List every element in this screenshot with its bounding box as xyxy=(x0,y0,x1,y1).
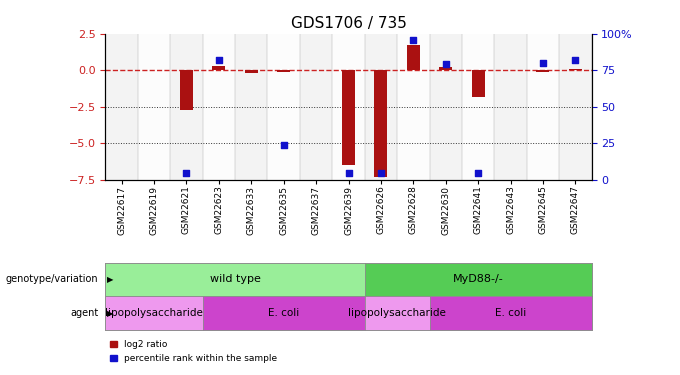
Text: MyD88-/-: MyD88-/- xyxy=(453,274,503,284)
Text: ▶: ▶ xyxy=(107,275,114,284)
Bar xyxy=(105,296,203,330)
Bar xyxy=(537,70,549,72)
Point xyxy=(408,37,419,43)
Bar xyxy=(559,34,592,180)
Bar xyxy=(364,34,397,180)
Point xyxy=(537,60,548,66)
Point xyxy=(181,170,192,176)
Legend: log2 ratio, percentile rank within the sample: log2 ratio, percentile rank within the s… xyxy=(110,340,277,363)
Bar xyxy=(375,70,388,177)
Bar xyxy=(170,34,203,180)
Bar xyxy=(212,66,225,70)
Bar xyxy=(180,70,193,110)
Bar xyxy=(300,34,333,180)
Text: lipopolysaccharide: lipopolysaccharide xyxy=(348,308,446,318)
Text: lipopolysaccharide: lipopolysaccharide xyxy=(105,308,203,318)
Bar xyxy=(430,34,462,180)
Bar xyxy=(245,70,258,72)
Bar xyxy=(203,296,364,330)
Bar xyxy=(472,70,485,97)
Text: agent: agent xyxy=(70,308,99,318)
Bar xyxy=(333,34,364,180)
Text: E. coli: E. coli xyxy=(495,308,526,318)
Bar xyxy=(235,34,267,180)
Point xyxy=(278,142,289,148)
Bar xyxy=(569,69,582,70)
Bar xyxy=(407,45,420,70)
Text: ▶: ▶ xyxy=(107,309,114,318)
Text: genotype/variation: genotype/variation xyxy=(6,274,99,284)
Point xyxy=(570,57,581,63)
Point xyxy=(214,57,224,63)
Bar xyxy=(342,70,355,165)
Point xyxy=(375,170,386,176)
Bar xyxy=(105,34,138,180)
Point xyxy=(343,170,354,176)
Bar xyxy=(267,34,300,180)
Bar xyxy=(527,34,559,180)
Bar xyxy=(138,34,170,180)
Bar xyxy=(364,296,430,330)
Point xyxy=(473,170,483,176)
Title: GDS1706 / 735: GDS1706 / 735 xyxy=(290,16,407,31)
Bar xyxy=(462,34,494,180)
Point xyxy=(441,62,452,68)
Bar xyxy=(203,34,235,180)
Bar xyxy=(494,34,527,180)
Bar xyxy=(430,296,592,330)
Bar xyxy=(397,34,430,180)
Bar xyxy=(277,70,290,72)
Bar xyxy=(105,262,364,296)
Bar xyxy=(364,262,592,296)
Bar xyxy=(439,68,452,70)
Text: wild type: wild type xyxy=(209,274,260,284)
Text: E. coli: E. coli xyxy=(268,308,299,318)
